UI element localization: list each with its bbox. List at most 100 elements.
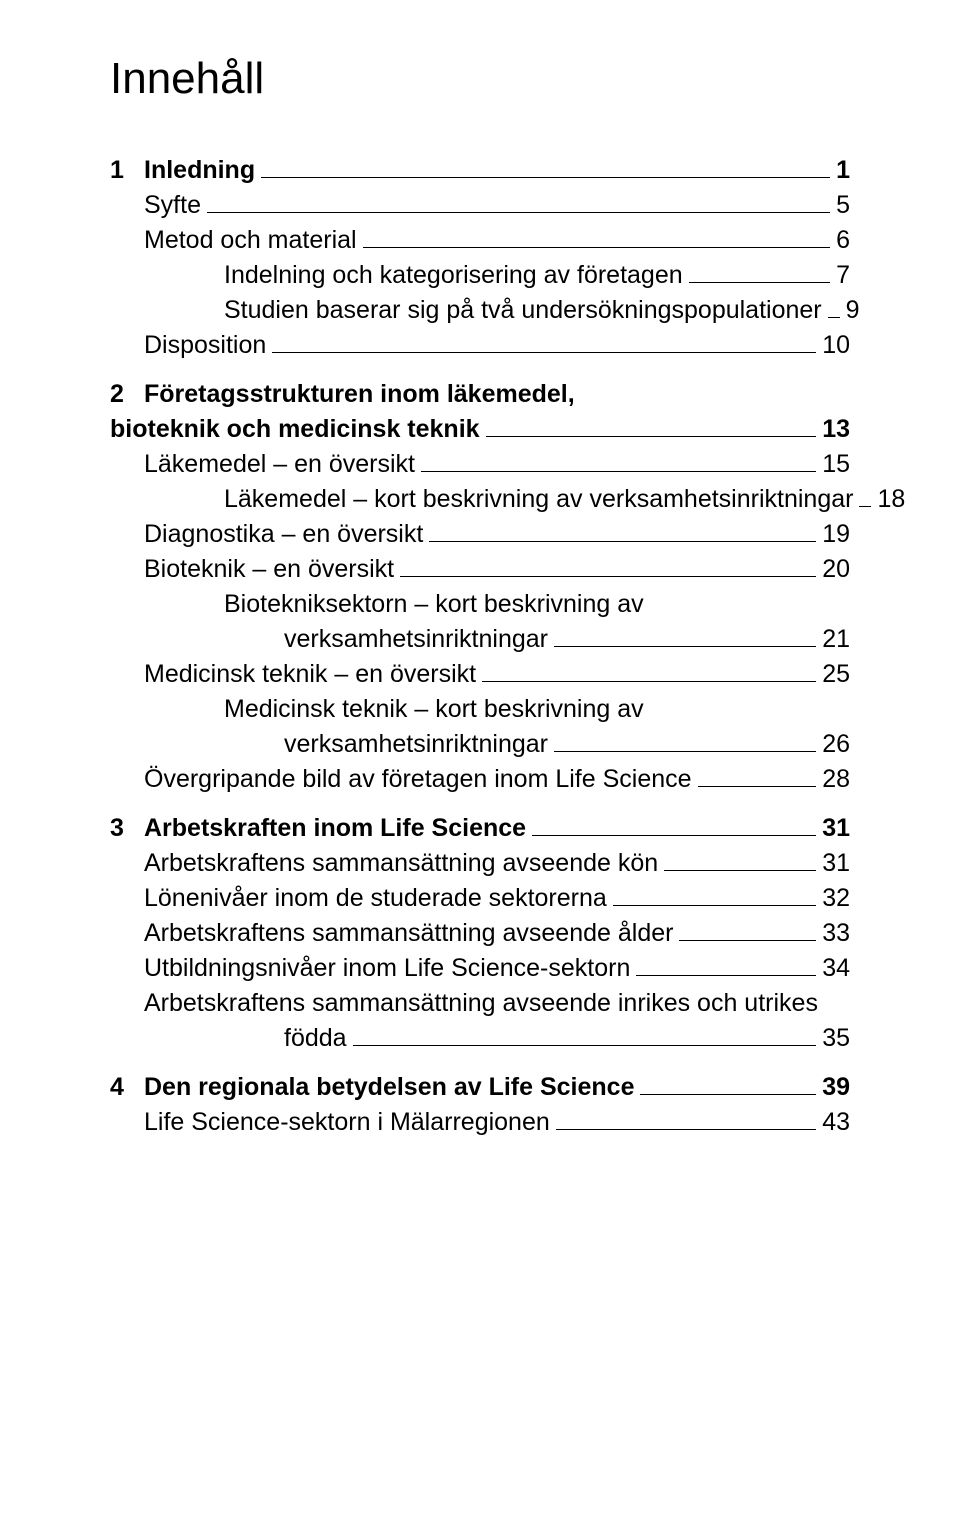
leader-line — [482, 681, 816, 682]
leader-line — [698, 786, 817, 787]
toc-row: Lönenivåer inom de studerade sektorerna 3… — [110, 884, 850, 913]
toc-label: Life Science-sektorn i Mälarregionen — [144, 1108, 550, 1137]
page-number: 32 — [822, 884, 850, 913]
toc-row: 3Arbetskraften inom Life Science 31 — [110, 814, 850, 843]
toc-row: 1Inledning1 — [110, 156, 850, 185]
leader-line — [261, 177, 830, 178]
toc-label: Arbetskraftens sammansättning avseende å… — [144, 919, 673, 948]
toc-row: Biotekniksektorn – kort beskrivning av — [110, 590, 850, 619]
toc-label: Medicinsk teknik – kort beskrivning av — [224, 695, 644, 724]
page-number: 21 — [822, 625, 850, 654]
page-number: 19 — [822, 520, 850, 549]
leader-line — [859, 506, 871, 507]
toc-row: födda 35 — [110, 1024, 850, 1053]
chapter-block: 3Arbetskraften inom Life Science31Arbets… — [110, 814, 850, 1053]
toc-label: Disposition — [144, 331, 266, 360]
toc-label: Arbetskraftens sammansättning avseende i… — [144, 989, 818, 1018]
toc-row: Medicinsk teknik – kort beskrivning av — [110, 695, 850, 724]
page-number: 31 — [822, 814, 850, 843]
chapter-number: 1 — [110, 156, 144, 185]
leader-line — [689, 282, 830, 283]
leader-line — [532, 835, 816, 836]
toc-label: Företagsstrukturen inom läkemedel, — [144, 380, 575, 409]
toc-label: bioteknik och medicinsk teknik — [110, 415, 480, 444]
page-number: 28 — [822, 765, 850, 794]
toc-title: Innehåll — [110, 54, 850, 104]
toc-row: Övergripande bild av företagen inom Life… — [110, 765, 850, 794]
toc-row: Läkemedel – kort beskrivning av verksamh… — [110, 485, 850, 514]
toc-row: bioteknik och medicinsk teknik 13 — [110, 415, 850, 444]
leader-line — [272, 352, 816, 353]
page-number: 34 — [822, 954, 850, 983]
page-number: 13 — [822, 415, 850, 444]
leader-line — [554, 751, 816, 752]
leader-line — [640, 1094, 816, 1095]
toc-label: födda — [284, 1024, 347, 1053]
page-number: 33 — [822, 919, 850, 948]
leader-line — [353, 1045, 817, 1046]
toc-label: Medicinsk teknik – en översikt — [144, 660, 476, 689]
page-number: 6 — [836, 226, 850, 255]
leader-line — [664, 870, 816, 871]
toc-row: 4Den regionala betydelsen av Life Scienc… — [110, 1073, 850, 1102]
toc-label: verksamhetsinriktningar — [284, 625, 548, 654]
toc-label: Utbildningsnivåer inom Life Science-sekt… — [144, 954, 630, 983]
toc-label: Bioteknik – en översikt — [144, 555, 394, 584]
page-number: 43 — [822, 1108, 850, 1137]
leader-line — [556, 1129, 816, 1130]
leader-line — [400, 576, 816, 577]
toc-row: Arbetskraftens sammansättning avseende å… — [110, 919, 850, 948]
toc-row: Arbetskraftens sammansättning avseende i… — [110, 989, 850, 1018]
page-number: 26 — [822, 730, 850, 759]
toc-label: Metod och material — [144, 226, 357, 255]
page-number: 15 — [822, 450, 850, 479]
toc-label: Arbetskraften inom Life Science — [144, 814, 526, 843]
page-number: 25 — [822, 660, 850, 689]
toc-label: Biotekniksektorn – kort beskrivning av — [224, 590, 644, 619]
toc-label: Övergripande bild av företagen inom Life… — [144, 765, 692, 794]
toc-label: Läkemedel – en översikt — [144, 450, 415, 479]
toc-label: Indelning och kategorisering av företage… — [224, 261, 683, 290]
chapter-number: 2 — [110, 380, 144, 409]
toc-label: Syfte — [144, 191, 201, 220]
page-number: 20 — [822, 555, 850, 584]
toc-list: 1Inledning1 Syfte 5 Metod och material 6 Inde… — [110, 156, 850, 1137]
page-number: 31 — [822, 849, 850, 878]
leader-line — [429, 541, 816, 542]
leader-line — [486, 436, 817, 437]
toc-row: Studien baserar sig på två undersöknings… — [110, 296, 850, 325]
leader-line — [679, 940, 816, 941]
page-number: 5 — [836, 191, 850, 220]
toc-row: Medicinsk teknik – en översikt 25 — [110, 660, 850, 689]
toc-label: Läkemedel – kort beskrivning av verksamh… — [224, 485, 853, 514]
leader-line — [207, 212, 830, 213]
page-number: 7 — [836, 261, 850, 290]
toc-row: Arbetskraftens sammansättning avseende k… — [110, 849, 850, 878]
toc-row: verksamhetsinriktningar 21 — [110, 625, 850, 654]
toc-label: Den regionala betydelsen av Life Science — [144, 1073, 634, 1102]
toc-row: Metod och material 6 — [110, 226, 850, 255]
toc-label: Diagnostika – en översikt — [144, 520, 423, 549]
leader-line — [421, 471, 816, 472]
toc-row: Läkemedel – en översikt 15 — [110, 450, 850, 479]
toc-row: Utbildningsnivåer inom Life Science-sekt… — [110, 954, 850, 983]
toc-label: Studien baserar sig på två undersöknings… — [224, 296, 822, 325]
page-number: 39 — [822, 1073, 850, 1102]
toc-row: Syfte 5 — [110, 191, 850, 220]
leader-line — [613, 905, 816, 906]
chapter-number: 3 — [110, 814, 144, 843]
toc-row: Indelning och kategorisering av företage… — [110, 261, 850, 290]
toc-row: Bioteknik – en översikt 20 — [110, 555, 850, 584]
chapter-block: 2Företagsstrukturen inom läkemedel, biote… — [110, 380, 850, 794]
chapter-block: 1Inledning1 Syfte 5 Metod och material 6 Inde… — [110, 156, 850, 360]
toc-row: Diagnostika – en översikt 19 — [110, 520, 850, 549]
page-number: 35 — [822, 1024, 850, 1053]
toc-label: Inledning — [144, 156, 255, 185]
toc-label: verksamhetsinriktningar — [284, 730, 548, 759]
toc-row: 2Företagsstrukturen inom läkemedel, — [110, 380, 850, 409]
toc-label: Lönenivåer inom de studerade sektorerna — [144, 884, 607, 913]
leader-line — [636, 975, 816, 976]
chapter-number: 4 — [110, 1073, 144, 1102]
page-number: 10 — [822, 331, 850, 360]
toc-row: verksamhetsinriktningar 26 — [110, 730, 850, 759]
